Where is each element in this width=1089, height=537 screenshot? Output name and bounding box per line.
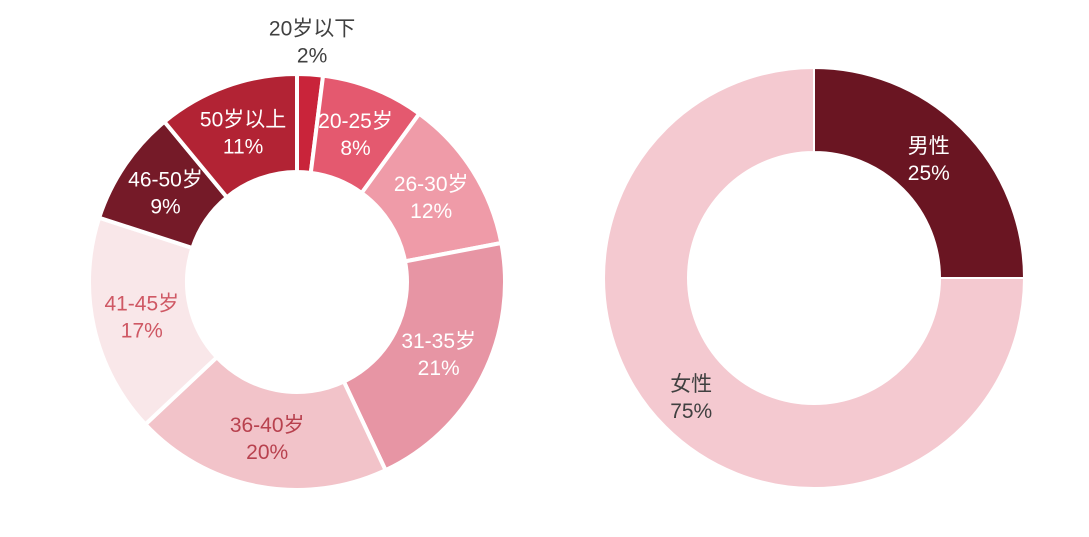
age-donut-chart: 20岁以下 2% 20-25岁 8%26-30岁 12% 31-35岁 21% 36-40岁 2… <box>87 18 507 492</box>
slice-over-50 <box>161 71 299 201</box>
label-age-46-50: 46-50岁 9% <box>128 169 203 219</box>
label-under-20: 20岁以下 2% <box>269 18 355 68</box>
label-age-26-30: 26-30岁 12% <box>394 173 469 223</box>
gender-donut-chart: 男性 25% 女性 75% <box>603 66 1026 489</box>
label-female: 女性 75% <box>670 373 712 423</box>
label-age-36-40: 36-40岁 20% <box>230 414 305 464</box>
slice-female <box>603 66 1026 489</box>
slice-age-31-35 <box>341 240 507 473</box>
label-over-50: 50岁以上 11% <box>200 108 286 158</box>
slice-age-41-45 <box>87 215 220 428</box>
label-male: 男性 25% <box>908 135 950 185</box>
slice-age-36-40 <box>142 354 389 492</box>
label-age-31-35: 31-35岁 21% <box>401 330 476 380</box>
label-age-41-45: 41-45岁 17% <box>104 293 179 343</box>
slice-male <box>813 66 1026 279</box>
label-age-20-25: 20-25岁 8% <box>318 110 393 160</box>
